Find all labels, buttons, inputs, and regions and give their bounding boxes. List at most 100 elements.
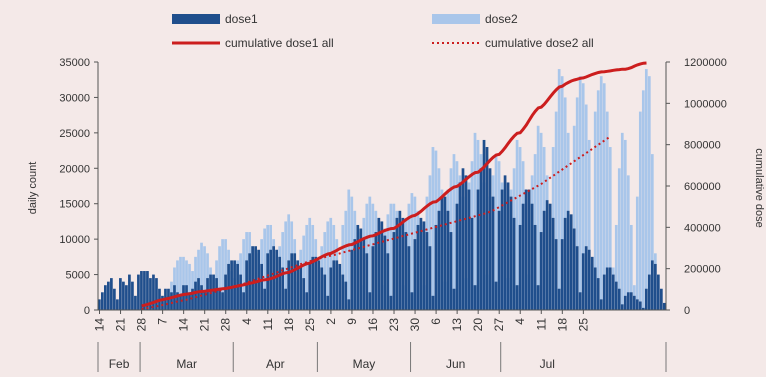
- bar-dose2: [635, 196, 639, 310]
- bar-dose2: [584, 104, 588, 310]
- bar-dose1: [179, 295, 182, 310]
- bar-dose1: [458, 182, 462, 310]
- bar-dose1: [599, 299, 603, 310]
- bar-dose1: [356, 224, 360, 310]
- bar-dose1: [341, 274, 345, 310]
- bar-dose1: [215, 278, 218, 310]
- bar-dose1: [605, 267, 609, 310]
- x-tick-label: 30: [408, 318, 422, 332]
- bar-dose1: [449, 232, 453, 310]
- bar-dose1: [110, 278, 113, 310]
- bar-dose2: [578, 76, 582, 311]
- y-tick-label: 0: [84, 305, 90, 317]
- bar-dose1: [131, 281, 134, 310]
- bar-dose1: [614, 281, 618, 310]
- bar-dose2: [620, 132, 624, 310]
- bar-dose1: [461, 168, 465, 310]
- bar-dose1: [512, 217, 516, 310]
- bar-dose1: [113, 288, 116, 310]
- month-label: Mar: [176, 357, 197, 371]
- bar-dose2: [224, 239, 227, 310]
- legend-label-dose2: dose2: [485, 12, 518, 26]
- bar-dose1: [533, 224, 537, 310]
- bar-dose2: [176, 260, 179, 310]
- bar-dose1: [188, 292, 191, 310]
- bar-dose2: [344, 210, 348, 310]
- bar-dose2: [329, 217, 333, 310]
- bar-dose1: [587, 249, 591, 310]
- y2-tick-label: 600000: [684, 181, 721, 193]
- legend-label-cum1: cumulative dose1 all: [225, 36, 334, 50]
- x-tick-label: 16: [366, 318, 380, 332]
- bar-dose1: [395, 217, 399, 310]
- bar-dose1: [149, 278, 152, 310]
- bar-dose1: [353, 239, 357, 310]
- bar-dose1: [491, 196, 495, 310]
- bar-dose1: [623, 295, 627, 310]
- bar-dose1: [644, 288, 648, 310]
- bar-dose1: [524, 189, 528, 310]
- bar-dose1: [476, 189, 480, 310]
- bar-dose1: [155, 278, 158, 310]
- y-tick-label: 30000: [59, 92, 90, 104]
- bar-dose1: [98, 299, 101, 310]
- bar-dose1: [479, 168, 483, 310]
- month-label: Feb: [109, 357, 130, 371]
- bar-dose1: [548, 203, 552, 310]
- bar-dose1: [443, 196, 447, 310]
- bar-dose1: [254, 246, 257, 310]
- bar-dose1: [326, 295, 330, 310]
- legend: dose1 dose2 cumulative dose1 all cumulat…: [172, 12, 594, 50]
- bar-dose1: [140, 271, 143, 310]
- y2-axis-label: cumulative dose: [753, 148, 765, 228]
- bar-dose1: [317, 260, 321, 310]
- bar-dose2: [221, 239, 224, 310]
- bar-dose2: [587, 139, 591, 310]
- bar-dose1: [368, 292, 372, 310]
- bar-dose1: [536, 285, 540, 310]
- x-tick-label: 21: [198, 318, 212, 332]
- bar-dose1: [488, 168, 492, 310]
- x-tick-label: 14: [93, 318, 107, 332]
- bar-dose1: [224, 274, 227, 310]
- x-tick-label: 18: [282, 318, 296, 332]
- legend-label-cum2: cumulative dose2 all: [485, 36, 594, 50]
- y-tick-label: 10000: [59, 234, 90, 246]
- x-tick-label: 13: [450, 318, 464, 332]
- bar-dose1: [170, 292, 173, 310]
- bar-dose1: [104, 285, 107, 310]
- bar-dose1: [407, 246, 411, 310]
- bar-dose1: [377, 217, 381, 310]
- bar-dose1: [575, 246, 579, 310]
- bar-dose1: [305, 292, 309, 310]
- bar-dose1: [542, 210, 546, 310]
- bar-dose1: [362, 239, 366, 310]
- bar-dose1: [641, 307, 645, 310]
- bar-dose1: [467, 189, 471, 310]
- bar-dose2: [302, 235, 306, 310]
- bar-dose1: [338, 263, 342, 310]
- y-axis-label: daily count: [27, 162, 39, 215]
- x-tick-label: 28: [219, 318, 233, 332]
- bar-dose1: [125, 285, 128, 310]
- bar-dose1: [389, 295, 393, 310]
- bar-dose1: [416, 224, 420, 310]
- bar-dose1: [197, 278, 200, 310]
- bar-dose2: [218, 246, 221, 310]
- bar-dose1: [371, 246, 375, 310]
- bar-dose1: [266, 253, 270, 310]
- bar-dose1: [431, 295, 435, 310]
- bar-dose1: [287, 260, 291, 310]
- bar-dose1: [275, 249, 279, 310]
- bar-dose2: [284, 221, 288, 310]
- bar-dose1: [380, 221, 384, 310]
- bar-dose1: [386, 253, 390, 310]
- bar-dose1: [335, 260, 339, 310]
- bar-dose1: [398, 210, 402, 310]
- bar-dose1: [428, 246, 432, 310]
- bar-dose2: [647, 76, 651, 311]
- legend-swatch-dose1: [172, 14, 220, 24]
- bar-dose2: [182, 256, 185, 310]
- bar-dose1: [662, 302, 666, 310]
